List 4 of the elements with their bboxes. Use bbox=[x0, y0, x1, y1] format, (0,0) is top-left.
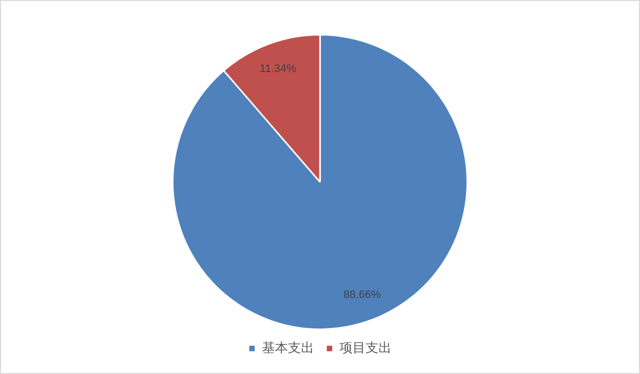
legend-label: 基本支出 bbox=[262, 340, 314, 356]
data-label: 11.34% bbox=[260, 62, 296, 75]
legend-label: 项目支出 bbox=[340, 340, 392, 356]
data-label: 88.66% bbox=[343, 289, 381, 302]
